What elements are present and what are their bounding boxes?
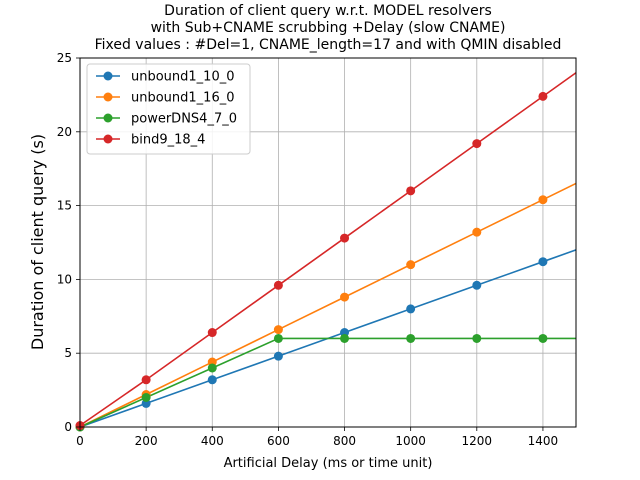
x-tick-label: 800 bbox=[333, 434, 356, 448]
data-point-bind9_18_4 bbox=[207, 328, 217, 338]
y-tick-label: 10 bbox=[57, 272, 72, 286]
legend-label: unbound1_10_0 bbox=[131, 70, 235, 85]
data-point-bind9_18_4 bbox=[273, 280, 283, 290]
y-tick-label: 0 bbox=[64, 420, 72, 434]
data-point-unbound1_16_0 bbox=[406, 260, 416, 270]
data-point-unbound1_10_0 bbox=[472, 280, 482, 290]
x-tick-label: 1000 bbox=[395, 434, 426, 448]
y-tick-label: 20 bbox=[57, 125, 72, 139]
legend-item: unbound1_16_0 bbox=[96, 91, 235, 106]
data-point-powerDNS4_7_0 bbox=[538, 333, 548, 343]
data-point-powerDNS4_7_0 bbox=[472, 333, 482, 343]
y-axis-label: Duration of client query (s) bbox=[28, 134, 47, 350]
data-point-bind9_18_4 bbox=[340, 233, 350, 243]
legend-item: unbound1_10_0 bbox=[96, 70, 235, 85]
data-point-unbound1_16_0 bbox=[273, 325, 283, 335]
data-point-unbound1_10_0 bbox=[207, 375, 217, 385]
data-point-unbound1_16_0 bbox=[472, 227, 482, 237]
data-point-powerDNS4_7_0 bbox=[141, 392, 151, 402]
data-point-bind9_18_4 bbox=[406, 186, 416, 196]
x-tick-label: 600 bbox=[267, 434, 290, 448]
x-axis: 0 200 400 600 800 1000 1200 1400 bbox=[76, 427, 558, 448]
y-axis: 0 5 10 15 20 25 bbox=[57, 51, 80, 434]
data-point-bind9_18_4 bbox=[472, 139, 482, 149]
data-point-powerDNS4_7_0 bbox=[207, 363, 217, 373]
data-point-powerDNS4_7_0 bbox=[340, 333, 350, 343]
chart-title-line-1: Duration of client query w.r.t. MODEL re… bbox=[164, 3, 492, 19]
legend-label: powerDNS4_7_0 bbox=[131, 112, 237, 127]
plot-frame bbox=[79, 57, 577, 428]
chart-title-line-3: Fixed values : #Del=1, CNAME_length=17 a… bbox=[95, 37, 562, 53]
x-tick-label: 1400 bbox=[528, 434, 559, 448]
x-tick-label: 200 bbox=[135, 434, 158, 448]
x-tick-label: 1200 bbox=[462, 434, 493, 448]
data-point-unbound1_16_0 bbox=[340, 292, 350, 302]
legend-swatch-marker bbox=[103, 92, 113, 102]
legend-box bbox=[86, 63, 251, 155]
data-point-unbound1_16_0 bbox=[538, 195, 548, 205]
legend-item: bind9_18_4 bbox=[96, 133, 205, 148]
series-line-powerDNS4_7_0 bbox=[79, 337, 576, 428]
y-tick-label: 25 bbox=[57, 51, 72, 65]
legend-swatch-marker bbox=[103, 134, 113, 144]
data-point-powerDNS4_7_0 bbox=[406, 333, 416, 343]
data-point-powerDNS4_7_0 bbox=[273, 333, 283, 343]
data-point-unbound1_10_0 bbox=[273, 351, 283, 361]
legend-item: powerDNS4_7_0 bbox=[96, 112, 237, 127]
y-tick-label: 15 bbox=[57, 199, 72, 213]
legend-swatch-marker bbox=[103, 71, 113, 81]
y-tick-label: 5 bbox=[64, 346, 72, 360]
chart-title: Duration of client query w.r.t. MODEL re… bbox=[95, 3, 562, 53]
legend-label: unbound1_16_0 bbox=[131, 91, 235, 106]
data-point-unbound1_10_0 bbox=[406, 304, 416, 314]
data-point-bind9_18_4 bbox=[538, 91, 548, 101]
x-axis-label: Artificial Delay (ms or time unit) bbox=[224, 456, 433, 471]
chart-title-line-2: with Sub+CNAME scrubbing +Delay (slow CN… bbox=[151, 20, 506, 36]
legend-swatch-marker bbox=[103, 113, 113, 123]
legend: unbound1_10_0 unbound1_16_0 powerDNS4_7_0b… bbox=[86, 63, 251, 155]
x-tick-label: 400 bbox=[201, 434, 224, 448]
series-line-unbound1_16_0 bbox=[79, 182, 577, 428]
legend-label: bind9_18_4 bbox=[131, 133, 205, 148]
x-tick-label: 0 bbox=[76, 434, 84, 448]
data-point-bind9_18_4 bbox=[141, 375, 151, 385]
data-point-unbound1_10_0 bbox=[538, 257, 548, 267]
